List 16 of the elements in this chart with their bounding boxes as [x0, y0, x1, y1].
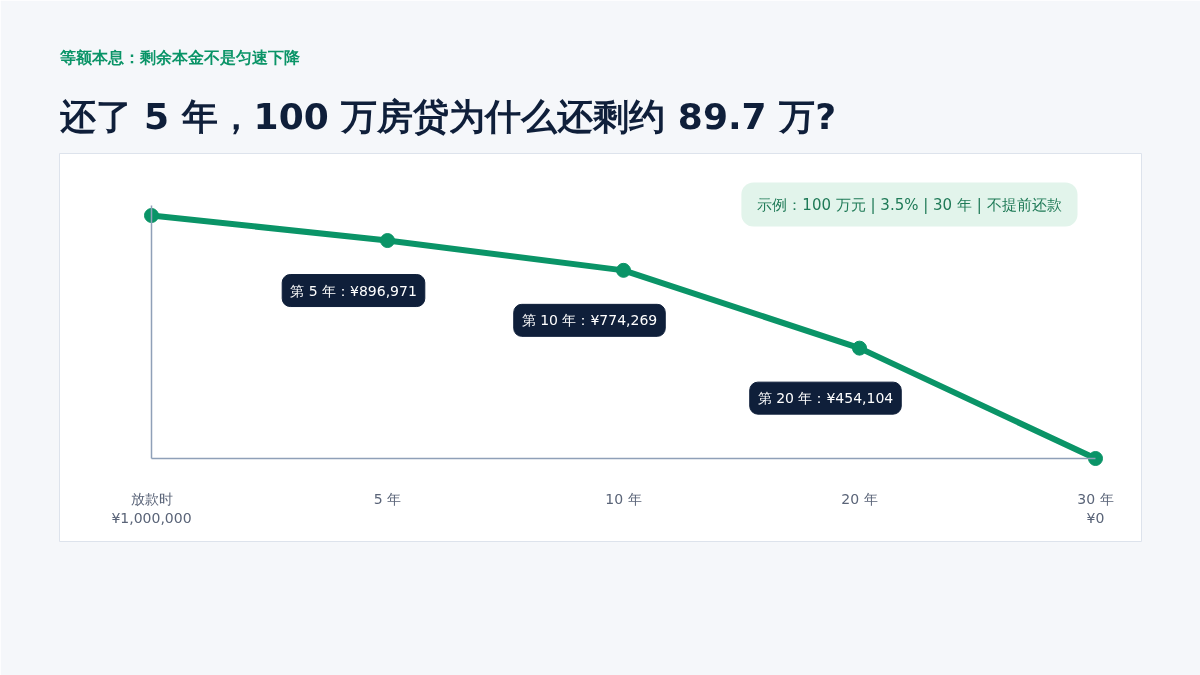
data-label: 第 20 年：¥454,104 — [757, 390, 894, 407]
x-tick-label: 5 年 — [373, 490, 402, 507]
x-tick-label: 20 年 — [841, 490, 878, 507]
x-tick-label: 10 年 — [605, 490, 642, 507]
chart-subtitle: 等额本息：剩余本金不是匀速下降 — [58, 47, 301, 67]
point — [1088, 451, 1103, 466]
data-label: 第 5 年：¥896,971 — [290, 282, 417, 299]
x-tick-label: 30 年 ¥0 — [1077, 490, 1114, 526]
text: 示例：100 万元 | 3.5% | 30 年 | 不提前还款 — [757, 195, 1062, 214]
point — [852, 340, 867, 356]
point — [144, 208, 159, 223]
data-label: 第 10 年：¥774,269 — [521, 312, 658, 329]
chart-title: 还了 5 年，100 万房贷为什么还剩约 89.7 万? — [59, 95, 837, 137]
point — [616, 262, 631, 278]
point — [380, 233, 395, 249]
x-tick-label: 放款时 ¥1,000,000 — [111, 490, 192, 526]
